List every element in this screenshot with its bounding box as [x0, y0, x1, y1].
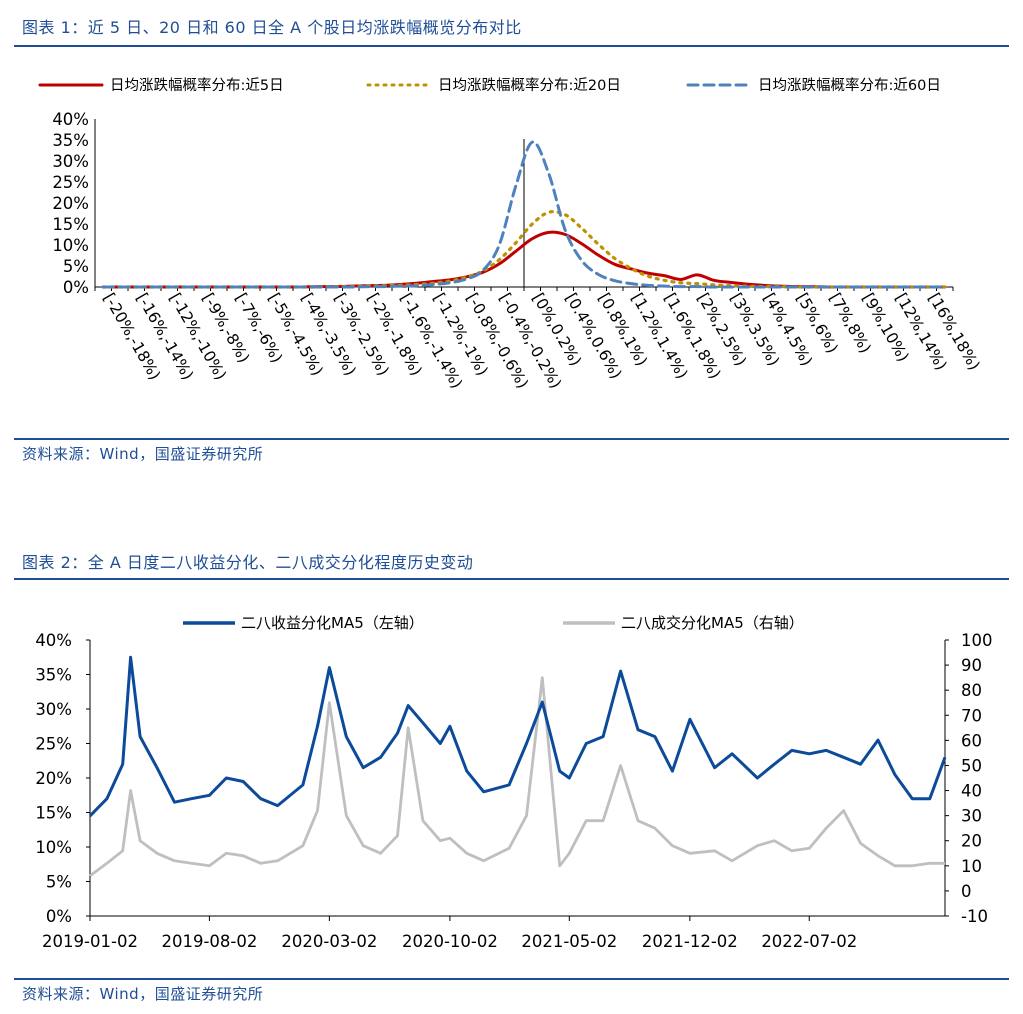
distribution-chart: 日均涨跌幅概率分布:近5日 日均涨跌幅概率分布:近20日 日均涨跌幅概率分布:近60… — [38, 77, 983, 392]
chart1-y-axis: 0% 5% 10% 15% 20% 25% 30% 35% 40% — [52, 110, 96, 297]
figure2-source: 资料来源：Wind，国盛证券研究所 — [22, 985, 264, 1003]
figure2-bottom-rule — [14, 978, 1009, 980]
right-tick-label: 10 — [961, 857, 982, 876]
legend-label-1: 二八收益分化MA5（左轴） — [241, 614, 424, 632]
right-tick-label: 30 — [961, 807, 982, 826]
figure1-bottom-rule — [14, 438, 1009, 440]
right-tick-label: 90 — [961, 656, 982, 675]
x-tick-label: 2022-07-02 — [761, 932, 857, 951]
legend-label-1: 日均涨跌幅概率分布:近5日 — [110, 77, 284, 94]
left-tick-label: 30% — [35, 700, 72, 719]
x-tick-label: 2020-03-02 — [281, 932, 377, 951]
figure1-source: 资料来源：Wind，国盛证券研究所 — [22, 445, 264, 463]
series-line-3 — [101, 140, 947, 289]
x-tick-label: 2021-05-02 — [521, 932, 617, 951]
legend-label-3: 日均涨跌幅概率分布:近60日 — [758, 77, 941, 94]
figure1-title: 图表 1：近 5 日、20 日和 60 日全 A 个股日均涨跌幅概览分布对比 — [22, 18, 522, 37]
y-tick-label: 25% — [52, 173, 89, 192]
chart1-series — [101, 140, 947, 289]
series-line-2 — [89, 676, 945, 878]
right-tick-label: 60 — [961, 731, 982, 750]
chart2-axes: 0% 5% 10% 15% 20% 25% 30% 35% 40% -10 0 10 20 30 40 50 6… — [35, 631, 992, 951]
y-tick-label: 5% — [63, 257, 89, 276]
right-tick-label: 100 — [961, 631, 993, 650]
y-tick-label: 30% — [52, 152, 89, 171]
figure1-top-rule — [14, 45, 1009, 47]
x-tick-label: 2019-08-02 — [161, 932, 257, 951]
right-tick-label: 20 — [961, 832, 982, 851]
y-tick-label: 40% — [52, 110, 89, 129]
y-tick-label: 20% — [52, 194, 89, 213]
left-tick-label: 35% — [35, 666, 72, 685]
legend-label-2: 日均涨跌幅概率分布:近20日 — [438, 77, 621, 94]
left-tick-label: 5% — [46, 873, 72, 892]
x-tick-label: 2019-01-02 — [42, 932, 138, 951]
right-tick-label: 0 — [961, 882, 972, 901]
right-tick-label: 50 — [961, 756, 982, 775]
left-tick-label: 25% — [35, 735, 72, 754]
left-tick-label: 0% — [46, 907, 72, 926]
right-tick-label: -10 — [961, 907, 988, 926]
y-tick-label: 35% — [52, 131, 89, 150]
right-tick-label: 40 — [961, 782, 982, 801]
chart2-series — [88, 655, 947, 878]
left-tick-label: 40% — [35, 631, 72, 650]
x-tick-label: 2021-12-02 — [642, 932, 738, 951]
figure2-title: 图表 2：全 A 日度二八收益分化、二八成交分化程度历史变动 — [22, 553, 474, 572]
y-tick-label: 10% — [52, 236, 89, 255]
y-tick-label: 0% — [63, 278, 89, 297]
legend-label-2: 二八成交分化MA5（右轴） — [621, 614, 804, 632]
right-tick-label: 80 — [961, 681, 982, 700]
right-tick-label: 70 — [961, 706, 982, 725]
chart2-legend: 二八收益分化MA5（左轴） 二八成交分化MA5（右轴） — [183, 614, 804, 632]
left-tick-label: 10% — [35, 838, 72, 857]
y-tick-label: 15% — [52, 215, 89, 234]
left-tick-label: 20% — [35, 769, 72, 788]
series-line-1 — [88, 655, 947, 817]
chart1-x-axis: [-20%,-18%)[-16%,-14%)[-12%,-10%)[-9%,-8… — [94, 139, 983, 392]
dispersion-chart: 二八收益分化MA5（左轴） 二八成交分化MA5（右轴） 0% 5% 10% 15% 20%… — [35, 614, 992, 951]
chart1-legend: 日均涨跌幅概率分布:近5日 日均涨跌幅概率分布:近20日 日均涨跌幅概率分布:近60… — [38, 77, 941, 94]
left-tick-label: 15% — [35, 804, 72, 823]
x-tick-label: 2020-10-02 — [402, 932, 498, 951]
figure2-top-rule — [14, 578, 1009, 580]
